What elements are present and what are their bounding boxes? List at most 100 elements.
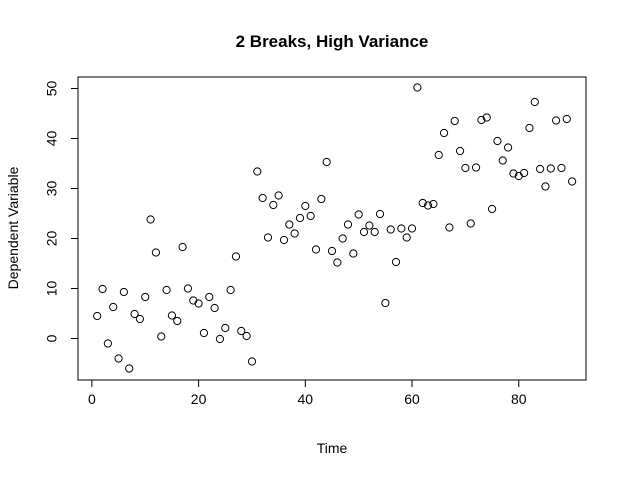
data-point [509, 169, 518, 178]
y-tick-label: 30 [44, 181, 60, 197]
data-point [194, 299, 203, 308]
data-point [130, 309, 139, 319]
x-tick-label: 80 [511, 391, 527, 407]
data-point [311, 245, 321, 254]
data-point [119, 287, 128, 297]
data-point [221, 323, 230, 333]
data-point [93, 311, 102, 321]
data-point [386, 225, 395, 234]
data-point [471, 163, 481, 172]
data-point [493, 136, 502, 146]
data-point [162, 285, 171, 295]
data-point [322, 157, 331, 167]
x-axis: 0 20 40 60 80 [88, 379, 527, 407]
data-point [151, 248, 161, 257]
chart-title: 2 Breaks, High Variance [236, 32, 429, 51]
data-point [205, 292, 214, 302]
data-point [466, 219, 475, 228]
data-point [349, 249, 358, 258]
data-point [173, 316, 182, 326]
data-point [98, 284, 107, 294]
data-point [546, 164, 555, 173]
y-tick-label: 0 [44, 334, 60, 342]
data-point [295, 213, 305, 223]
data-point [141, 292, 150, 302]
data-point [253, 167, 262, 176]
data-point [210, 303, 219, 313]
data-point [381, 298, 390, 308]
data-point [429, 199, 438, 209]
data-point [407, 224, 417, 233]
data-point [338, 234, 347, 243]
data-point [242, 331, 251, 341]
data-point [434, 150, 443, 160]
data-point [114, 354, 123, 363]
data-point [525, 123, 534, 133]
data-point [370, 227, 379, 237]
data-point [215, 334, 225, 344]
y-tick-label: 50 [44, 81, 60, 97]
data-point [557, 163, 566, 173]
data-point [391, 257, 401, 267]
data-point [541, 182, 550, 191]
y-tick-label: 20 [44, 231, 60, 247]
plot-frame [77, 76, 587, 381]
data-point [343, 220, 353, 229]
data-point [359, 227, 369, 237]
data-point [279, 235, 289, 245]
data-point [226, 285, 235, 295]
data-point [520, 168, 529, 178]
data-point [461, 163, 470, 173]
data-point [552, 116, 561, 125]
y-axis-label: Dependent Variable [5, 166, 21, 289]
data-point [487, 204, 497, 214]
data-point [568, 177, 577, 186]
data-point [317, 194, 326, 204]
data-point [146, 215, 155, 224]
x-tick-label: 40 [298, 391, 314, 407]
data-point [269, 200, 278, 210]
data-point [263, 233, 273, 242]
data-point [418, 198, 427, 208]
data-point [439, 128, 449, 138]
data-point [125, 364, 134, 373]
data-point [445, 223, 454, 232]
data-point [199, 328, 209, 338]
data-point [503, 143, 513, 152]
data-point [354, 210, 363, 219]
y-axis: 0 10 20 30 40 50 [44, 81, 79, 342]
data-point [103, 339, 112, 348]
y-tick-label: 40 [44, 131, 60, 147]
data-point [285, 220, 294, 229]
data-point [258, 193, 267, 203]
data-point [562, 114, 571, 124]
data-point [477, 115, 486, 125]
data-point [157, 332, 166, 341]
data-point [237, 326, 246, 336]
data-point [109, 302, 118, 312]
data-point [482, 113, 491, 122]
y-tick-label: 10 [44, 281, 60, 297]
data-point [402, 233, 411, 242]
data-points [93, 83, 577, 373]
data-point [450, 116, 459, 126]
data-point [290, 229, 299, 238]
data-point [327, 246, 337, 256]
x-tick-label: 0 [88, 391, 96, 407]
data-point [274, 191, 283, 200]
data-point [413, 83, 422, 92]
data-point [536, 164, 545, 174]
data-point [423, 201, 433, 210]
data-point [189, 296, 198, 305]
data-point [167, 311, 177, 320]
data-point [365, 221, 374, 230]
data-point [231, 252, 241, 261]
data-point [530, 97, 539, 107]
data-point [135, 314, 144, 324]
data-point [247, 357, 257, 366]
data-point [178, 242, 187, 252]
x-tick-label: 60 [404, 391, 420, 407]
data-point [455, 146, 465, 156]
